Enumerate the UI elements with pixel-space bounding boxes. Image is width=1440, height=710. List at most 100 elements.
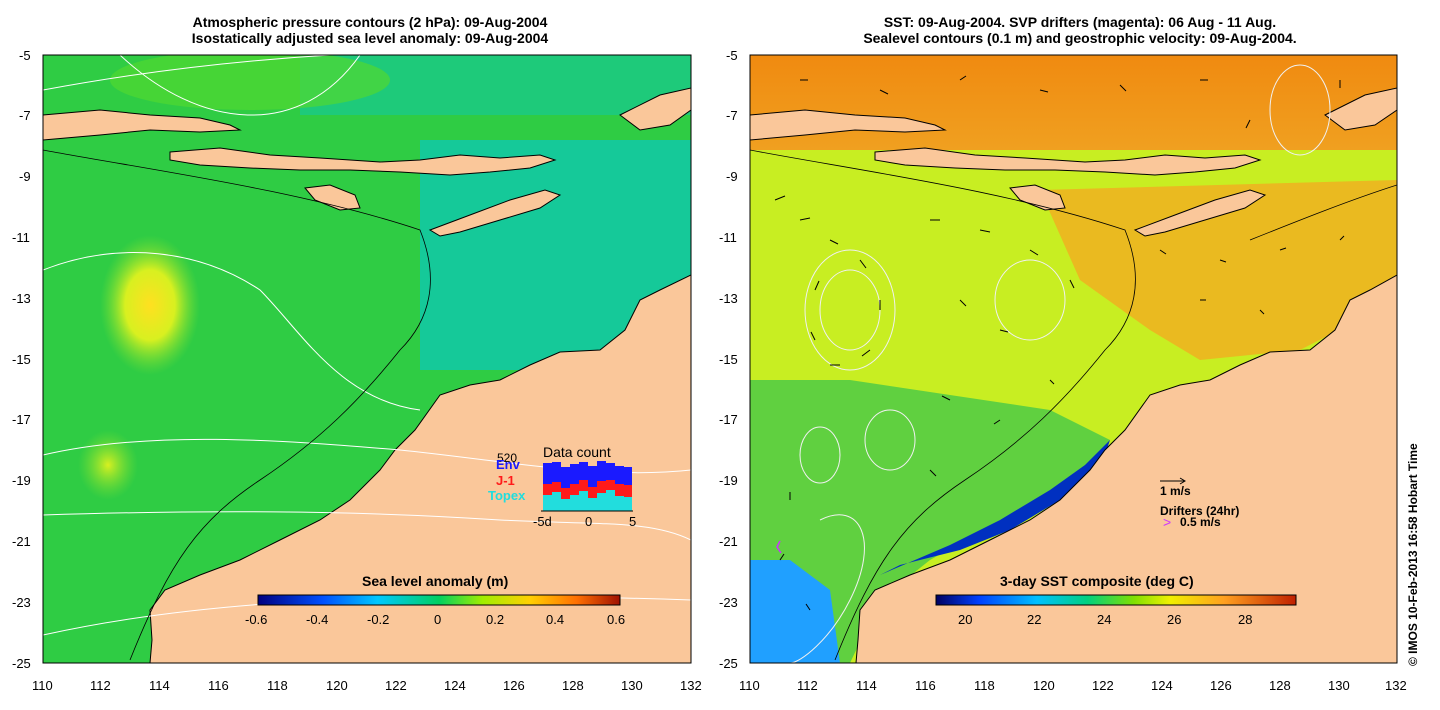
- bar-env: [561, 467, 570, 488]
- left-title-line2: Isostatically adjusted sea level anomaly…: [191, 30, 549, 46]
- sst-cold-southwest: [750, 560, 840, 663]
- bar-env: [606, 463, 615, 480]
- north-islands: [619, 87, 691, 131]
- data-count-xtick: 5: [629, 514, 636, 529]
- x-tick: 132: [680, 678, 702, 693]
- x-tick: 114: [149, 678, 170, 693]
- y-tick: -25: [719, 656, 738, 671]
- y-tick: -25: [12, 656, 31, 671]
- sla-colorbar-tick: -0.4: [306, 612, 328, 627]
- y-tick: -7: [726, 108, 738, 123]
- bar-j1: [588, 487, 597, 498]
- x-tick: 130: [1328, 678, 1350, 693]
- x-tick: 120: [1033, 678, 1055, 693]
- left-panel-title: Atmospheric pressure contours (2 hPa): 0…: [60, 14, 680, 46]
- x-tick: 112: [90, 678, 111, 693]
- x-tick: 132: [1385, 678, 1407, 693]
- sla-contour: [43, 252, 421, 411]
- x-tick: 124: [444, 678, 466, 693]
- legend-env: Env: [496, 457, 521, 472]
- sla-colorbar-tick: 0: [434, 612, 441, 627]
- sst-colorbar-tick: 24: [1097, 612, 1111, 627]
- bar-env: [552, 462, 561, 482]
- geostrophic-velocity-arrows: [774, 75, 1345, 611]
- x-tick: 128: [562, 678, 584, 693]
- right-axes: 110 112 114 116 118 120 122 124 126 128 …: [719, 48, 1407, 693]
- velocity-arrow: [959, 299, 967, 307]
- sealevel-contour-eddy: [994, 259, 1066, 341]
- right-map-frame: [749, 54, 1398, 664]
- sealevel-contour-eddy: [864, 409, 916, 471]
- x-tick: 116: [915, 678, 936, 693]
- lesser-sunda-islands: [169, 147, 557, 176]
- java-island-right: [750, 109, 947, 141]
- legend-j1: J-1: [496, 473, 515, 488]
- data-count-bars: [543, 461, 632, 511]
- velocity-arrow: [1029, 249, 1039, 256]
- velocity-arrow: [1219, 259, 1227, 263]
- bar-j1: [606, 480, 615, 490]
- velocity-arrow: [1259, 309, 1265, 315]
- y-tick: -19: [719, 473, 738, 488]
- bar-topex: [561, 499, 570, 511]
- sumba-island: [304, 184, 361, 211]
- timor-island-right: [1133, 189, 1267, 237]
- y-tick: -15: [719, 352, 738, 367]
- sealevel-bathymetry: [1249, 184, 1397, 241]
- sla-colorbar: Sea level anomaly (m) -0.6 -0.4 -0.2 0 0…: [245, 573, 625, 627]
- sealevel-contour: [789, 514, 865, 663]
- y-tick: -15: [12, 352, 31, 367]
- x-tick: 122: [1092, 678, 1114, 693]
- x-tick: 126: [503, 678, 525, 693]
- x-tick: 112: [797, 678, 818, 693]
- sla-colorbar-tick: 0.2: [486, 612, 504, 627]
- y-tick: -5: [726, 48, 738, 63]
- drifter-scale-arrow-icon: >: [1163, 514, 1171, 530]
- velocity-arrow: [1339, 235, 1345, 241]
- velocity-arrow: [1245, 119, 1251, 129]
- left-axes: 110 112 114 116 118 120 122 124 126 128 …: [12, 48, 702, 693]
- sla-colorbar-tick: -0.6: [245, 612, 267, 627]
- data-count-inset: Data count 520 Env J-1 Topex: [488, 444, 636, 529]
- sealevel-contour-eddy: [799, 426, 841, 484]
- velocity-arrow: [879, 89, 889, 95]
- x-tick: 124: [1151, 678, 1173, 693]
- velocity-arrow: [799, 217, 811, 221]
- velocity-arrow: [861, 349, 871, 357]
- sealevel-contour-eddy: [1269, 64, 1331, 156]
- left-map[interactable]: [43, 50, 691, 663]
- velocity-arrow: [805, 603, 811, 611]
- bar-j1: [543, 484, 552, 495]
- sla-colorbar-tick: 0.4: [546, 612, 564, 627]
- velocity-arrow: [774, 195, 786, 201]
- sst-colorbar: 3-day SST composite (deg C) 20 22 24 26 …: [935, 573, 1297, 627]
- velocity-arrow: [1279, 247, 1287, 251]
- velocity-arrow: [959, 75, 967, 81]
- y-tick: -23: [719, 595, 738, 610]
- y-tick: -17: [719, 412, 738, 427]
- velocity-legend: 1 m/s Drifters (24hr) > 0.5 m/s: [1160, 477, 1239, 530]
- velocity-arrow: [1069, 279, 1075, 289]
- bar-env: [615, 466, 624, 484]
- velocity-arrow: [1049, 379, 1055, 385]
- y-tick: -11: [719, 230, 737, 245]
- bar-topex: [579, 491, 588, 511]
- bar-j1: [552, 482, 561, 492]
- bar-topex: [570, 495, 579, 511]
- bar-j1: [570, 484, 579, 495]
- left-map-frame: [42, 54, 692, 664]
- bar-env: [597, 461, 606, 481]
- right-map[interactable]: [750, 55, 1397, 663]
- imos-credit: © IMOS 10-Feb-2013 16:58 Hobart Time: [1406, 443, 1420, 666]
- bar-env: [543, 463, 552, 484]
- y-tick: -19: [12, 473, 31, 488]
- bar-j1: [615, 484, 624, 496]
- y-tick: -21: [719, 534, 738, 549]
- velocity-arrow: [1039, 89, 1049, 93]
- sealevel-bathymetry: [750, 149, 1136, 661]
- x-tick: 114: [856, 678, 877, 693]
- x-tick: 128: [1269, 678, 1291, 693]
- x-tick: 110: [32, 678, 53, 693]
- drifter-track: [776, 540, 782, 554]
- right-panel-title: SST: 09-Aug-2004. SVP drifters (magenta)…: [760, 14, 1400, 46]
